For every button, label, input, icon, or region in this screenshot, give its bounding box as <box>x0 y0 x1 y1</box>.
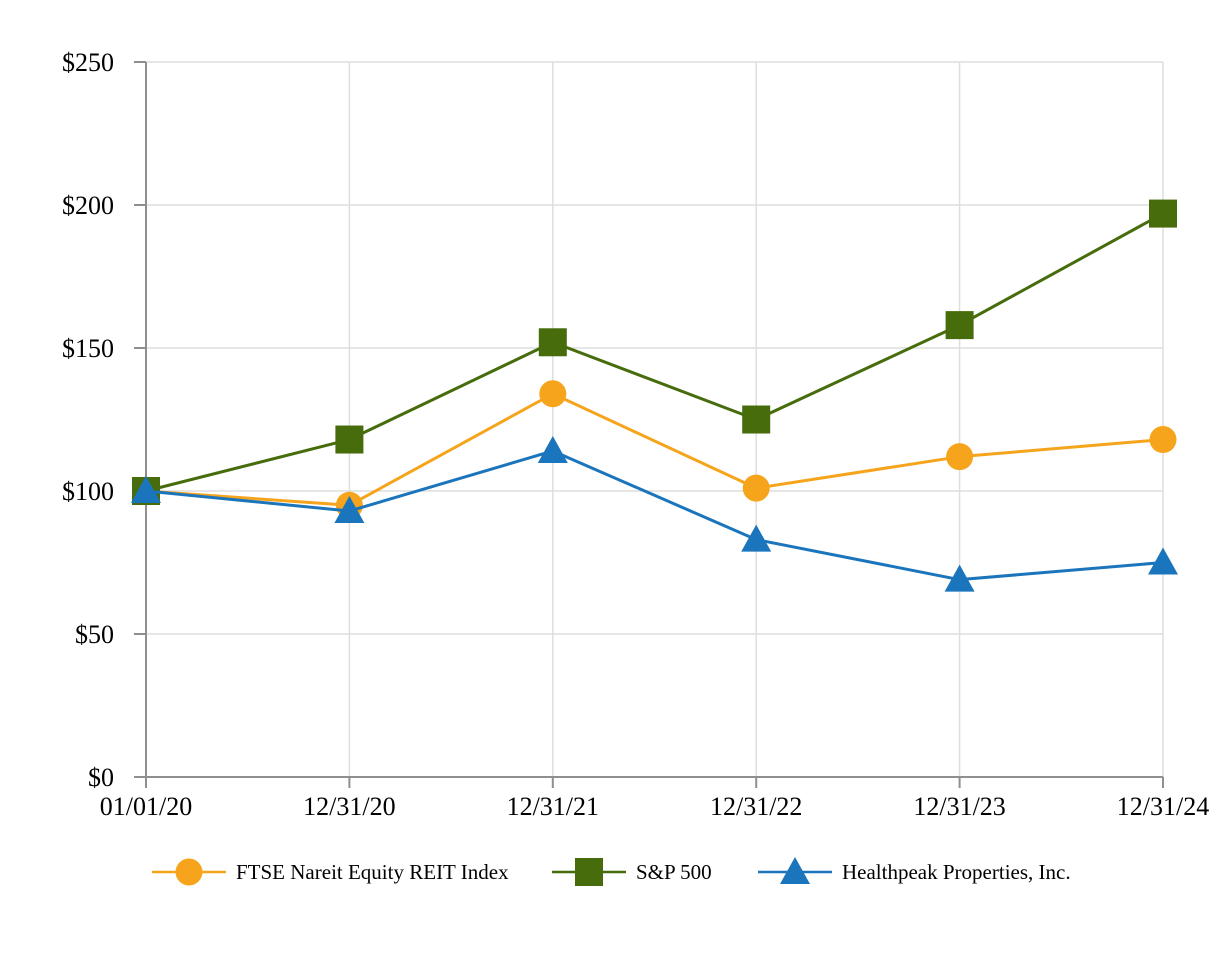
x-axis-tick-label: 12/31/23 <box>913 792 1005 821</box>
triangle-marker <box>334 496 365 524</box>
triangle-marker-icon <box>758 855 832 889</box>
x-axis-tick-label: 12/31/20 <box>303 792 395 821</box>
square-marker <box>1149 199 1177 228</box>
series-ftse-nareit-equity-reit-index <box>132 380 1177 519</box>
circle-marker <box>175 858 203 886</box>
square-marker <box>945 311 974 340</box>
gridlines <box>146 61 1164 777</box>
legend-item-ftse-nareit: FTSE Nareit Equity REIT Index <box>152 855 509 889</box>
square-marker-icon <box>552 855 626 889</box>
series-s-p-500 <box>132 199 1177 505</box>
triangle-marker <box>944 564 975 592</box>
series-healthpeak-properties-inc <box>131 435 1178 592</box>
triangle-marker <box>537 435 568 463</box>
legend-item-sp500: S&P 500 <box>552 855 712 889</box>
x-axis-tick-label: 12/31/22 <box>710 792 802 821</box>
circle-marker <box>539 380 567 408</box>
series-line <box>145 392 1164 507</box>
circle-marker-icon <box>152 855 226 889</box>
triangle-marker <box>780 857 810 884</box>
legend-label: Healthpeak Properties, Inc. <box>842 859 1071 884</box>
x-axis-tick-label: 01/01/20 <box>100 792 192 821</box>
square-marker <box>538 328 567 357</box>
y-axis-tick-label: $200 <box>62 191 114 220</box>
square-marker <box>575 858 603 886</box>
x-axis-labels: 01/01/20 12/31/20 12/31/21 12/31/22 12/31/23… <box>100 792 1209 821</box>
circle-marker <box>1149 426 1177 454</box>
triangle-marker <box>741 524 772 552</box>
square-marker <box>742 405 771 434</box>
legend-item-healthpeak: Healthpeak Properties, Inc. <box>758 855 1071 889</box>
x-axis-tick-label: 12/31/24 <box>1117 792 1209 821</box>
square-marker <box>335 425 364 454</box>
triangle-marker <box>1148 547 1178 575</box>
legend-label: FTSE Nareit Equity REIT Index <box>236 859 509 884</box>
y-axis-tick-label: $150 <box>62 334 114 363</box>
performance-line-chart: $0 $50 $100 $150 $200 $250 01/01/20 12/31/20 12… <box>62 48 1209 821</box>
circle-marker <box>946 443 974 471</box>
y-axis-tick-label: $100 <box>62 477 114 506</box>
triangle-marker <box>131 476 161 503</box>
series-line <box>145 449 1164 582</box>
y-axis-tick-label: $0 <box>88 763 114 792</box>
circle-marker <box>742 474 770 502</box>
axes <box>134 61 1164 788</box>
x-axis-tick-label: 12/31/21 <box>507 792 599 821</box>
y-axis-tick-label: $250 <box>62 48 114 77</box>
legend-label: S&P 500 <box>636 859 712 884</box>
series-area <box>131 199 1178 592</box>
y-axis-tick-label: $50 <box>75 620 114 649</box>
y-axis-labels: $0 $50 $100 $150 $200 $250 <box>62 48 114 792</box>
series-line <box>145 212 1164 493</box>
